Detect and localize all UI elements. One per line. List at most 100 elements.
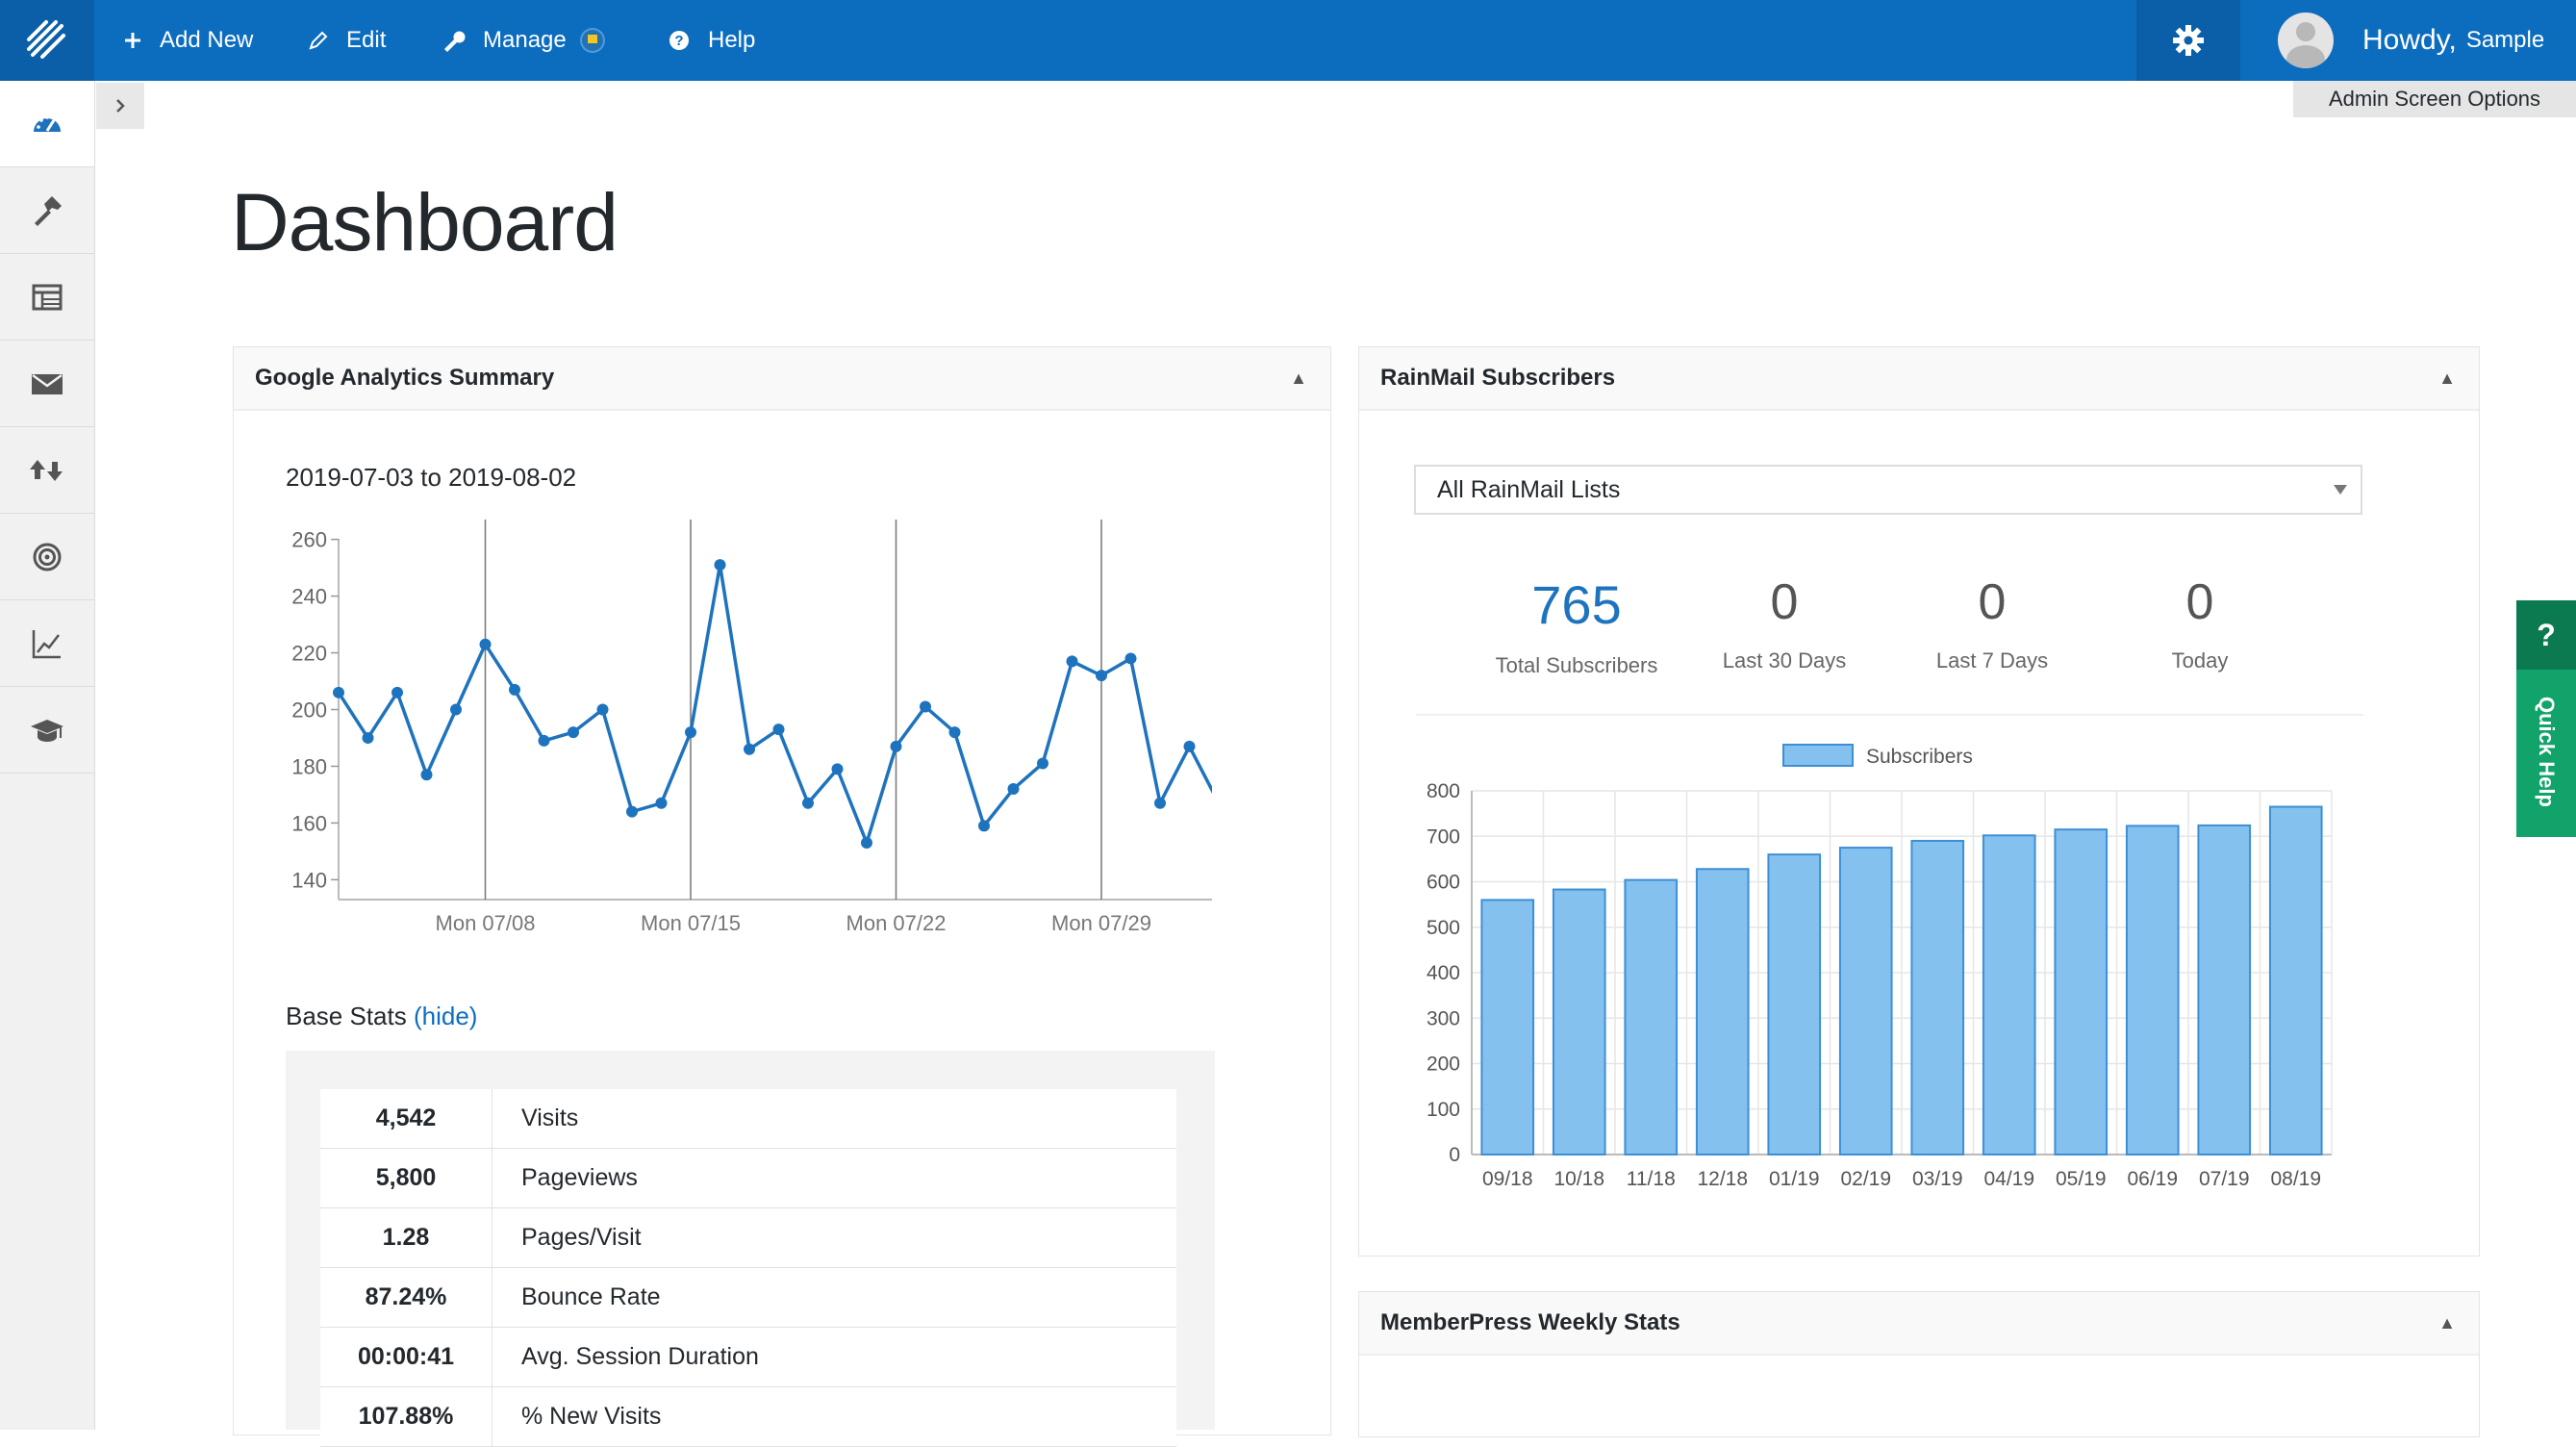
avatar xyxy=(2278,13,2334,68)
collapse-arrow-icon[interactable]: ▲ xyxy=(1290,368,1307,388)
table-row: 87.24% Bounce Rate xyxy=(320,1267,1176,1328)
data-point xyxy=(685,726,696,739)
y-tick-label: 500 xyxy=(1427,917,1460,939)
sidebar-item-dashboard[interactable] xyxy=(0,81,94,167)
stat-value: 87.24% xyxy=(320,1267,492,1328)
y-tick-label: 200 xyxy=(291,698,327,723)
rainmail-list-select[interactable]: All RainMail Lists xyxy=(1414,465,2362,515)
user-account-menu[interactable]: Howdy, Sample xyxy=(2278,0,2544,81)
x-tick-label: 10/18 xyxy=(1553,1168,1604,1190)
manage-label: Manage xyxy=(483,27,567,53)
data-point xyxy=(509,683,520,696)
data-point xyxy=(568,726,579,739)
data-point xyxy=(772,724,785,736)
memberpress-panel-header[interactable]: MemberPress Weekly Stats ▲ xyxy=(1359,1292,2479,1356)
data-point xyxy=(1037,757,1048,770)
x-tick-label: Mon 07/29 xyxy=(1051,911,1151,933)
rainmail-panel-header[interactable]: RainMail Subscribers ▲ xyxy=(1359,347,2479,411)
subscriber-bar xyxy=(1624,878,1679,1156)
collapse-arrow-icon[interactable]: ▲ xyxy=(2438,1313,2456,1333)
sidebar-item-mail[interactable] xyxy=(0,341,94,427)
data-point xyxy=(802,797,814,809)
add-new-label: Add New xyxy=(160,27,254,53)
y-tick-label: 240 xyxy=(291,585,327,609)
sidebar-item-tools[interactable] xyxy=(0,167,94,254)
edit-menu[interactable]: Edit xyxy=(308,0,386,81)
rainmail-panel-title: RainMail Subscribers xyxy=(1380,365,1616,391)
x-tick-label: 05/19 xyxy=(2056,1168,2107,1190)
kpi-label: Last 7 Days xyxy=(1935,648,2049,673)
y-tick-label: 0 xyxy=(1449,1144,1460,1166)
stat-label: Pages/Visit xyxy=(492,1207,1176,1268)
stat-value: 5,800 xyxy=(320,1148,492,1208)
data-point xyxy=(978,820,990,832)
subscriber-bar xyxy=(1767,853,1822,1155)
analytics-panel-header[interactable]: Google Analytics Summary ▲ xyxy=(234,347,1330,411)
y-tick-label: 100 xyxy=(1427,1099,1460,1121)
data-point xyxy=(479,638,492,650)
add-new-menu[interactable]: Add New xyxy=(123,0,253,81)
y-tick-label: 800 xyxy=(1427,780,1460,802)
sidebar-item-courses[interactable] xyxy=(0,687,94,774)
logo-stripes-icon xyxy=(27,20,65,59)
memberpress-panel: MemberPress Weekly Stats ▲ xyxy=(1358,1291,2480,1437)
sidebar-item-layout[interactable] xyxy=(0,254,94,341)
help-menu[interactable]: ? Help xyxy=(668,0,755,81)
up-down-arrows-icon xyxy=(30,459,63,481)
rainmail-list-select-value: All RainMail Lists xyxy=(1437,475,1621,503)
username: Sample xyxy=(2465,27,2545,53)
visits-series-line xyxy=(337,564,1212,849)
target-icon xyxy=(33,543,62,571)
howdy-greeting: Howdy, xyxy=(2362,24,2457,56)
memberpress-panel-title: MemberPress Weekly Stats xyxy=(1380,1309,1680,1335)
data-point xyxy=(1066,655,1078,668)
admin-toolbar: Add New Edit Manage ? Help xyxy=(0,0,2576,81)
kpi-value: 765 xyxy=(1531,574,1622,635)
stat-label: Avg. Session Duration xyxy=(492,1327,1176,1387)
base-stats-container: 4,542 Visits 5,800 Pageviews 1.28 Pages/… xyxy=(286,1051,1215,1447)
analytics-panel-title: Google Analytics Summary xyxy=(255,365,555,391)
x-tick-label: 04/19 xyxy=(1983,1168,2034,1190)
quick-help-tab[interactable]: ? Quick Help xyxy=(2516,600,2576,837)
y-tick-label: 700 xyxy=(1427,825,1460,848)
quick-help-label: Quick Help xyxy=(2535,697,2559,807)
subscriber-bar xyxy=(1838,847,1893,1155)
data-point xyxy=(626,805,638,818)
sidebar-item-reports[interactable] xyxy=(0,600,94,687)
kpi-label: Total Subscribers xyxy=(1495,653,1658,677)
site-logo[interactable] xyxy=(0,0,94,81)
data-point xyxy=(744,743,755,755)
x-tick-label: 08/19 xyxy=(2270,1168,2321,1190)
subscriber-bar xyxy=(1982,834,2036,1156)
subscriber-bar xyxy=(2197,824,2252,1155)
y-tick-label: 300 xyxy=(1427,1007,1460,1029)
data-point xyxy=(861,837,872,850)
sidebar-expand-button[interactable] xyxy=(96,83,144,129)
hide-stats-link[interactable]: (hide) xyxy=(413,1002,478,1030)
question-mark-icon: ? xyxy=(2516,600,2576,670)
table-layout-icon xyxy=(32,284,63,310)
data-point xyxy=(890,740,902,752)
data-point xyxy=(362,731,374,744)
x-tick-label: 06/19 xyxy=(2127,1168,2178,1190)
data-point xyxy=(948,726,961,739)
table-row: 1.28 Pages/Visit xyxy=(320,1207,1176,1268)
stat-value: 00:00:41 xyxy=(320,1327,492,1387)
collapse-arrow-icon[interactable]: ▲ xyxy=(2438,368,2456,388)
settings-button[interactable] xyxy=(2136,0,2240,81)
sidebar-item-transfer[interactable] xyxy=(0,427,94,514)
x-tick-label: Mon 07/15 xyxy=(641,911,741,933)
x-tick-label: 01/19 xyxy=(1769,1168,1820,1190)
data-point xyxy=(1124,652,1137,665)
table-row: 00:00:41 Avg. Session Duration xyxy=(320,1327,1176,1387)
screen-options-button[interactable]: Admin Screen Options xyxy=(2293,81,2576,117)
x-tick-label: 11/18 xyxy=(1627,1168,1676,1190)
pencil-icon xyxy=(308,30,329,51)
sidebar-item-goals[interactable] xyxy=(0,514,94,600)
base-stats-heading: Base Stats (hide) xyxy=(286,1002,477,1031)
plus-icon xyxy=(123,31,142,50)
subscriber-bar xyxy=(2054,828,2109,1155)
dashboard-gauge-icon xyxy=(34,114,61,132)
manage-menu[interactable]: Manage xyxy=(441,0,605,81)
x-tick-label: 09/18 xyxy=(1482,1168,1533,1190)
